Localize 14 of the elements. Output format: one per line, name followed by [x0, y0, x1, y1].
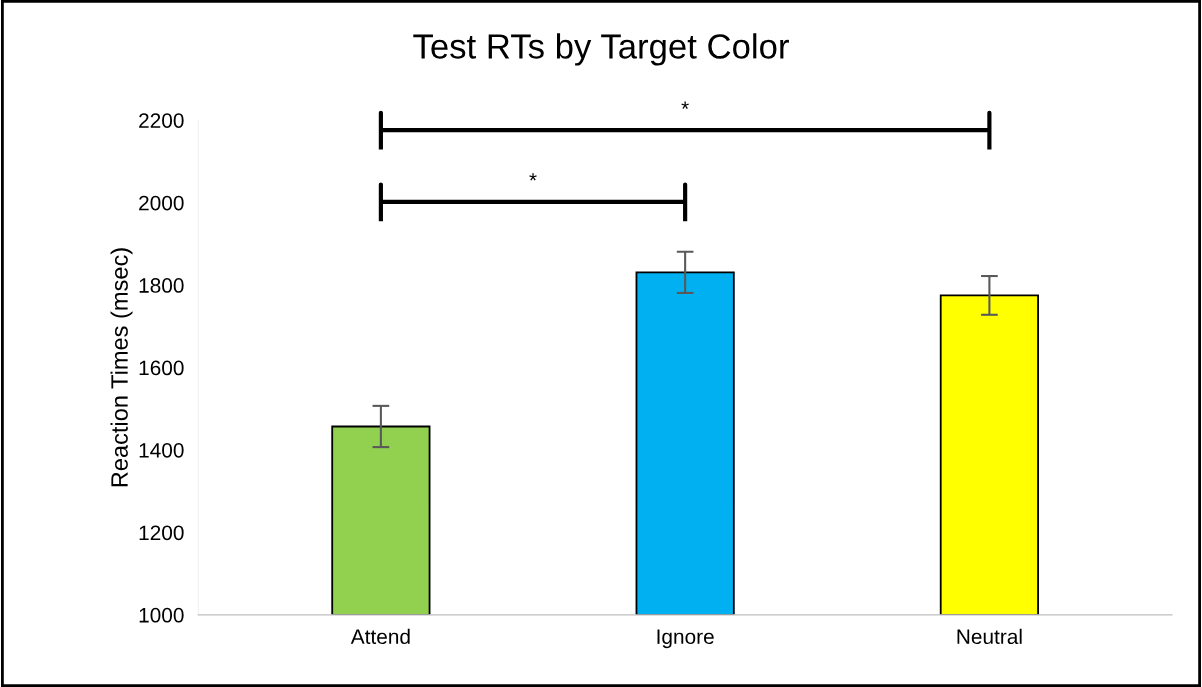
y-tick-label: 2000 [139, 195, 184, 211]
y-tick-label: 1200 [139, 525, 184, 541]
chart-title: Test RTs by Target Color [413, 33, 789, 66]
y-tick-label: 1600 [139, 360, 184, 376]
y-tick-label: 1000 [139, 607, 184, 623]
annotation: * [529, 173, 537, 181]
x-tick-label: Ignore [657, 629, 714, 649]
x-tick-label: Attend [350, 628, 410, 645]
y-tick-label: 1800 [139, 278, 184, 293]
text: * [681, 101, 689, 109]
x-tick-label: Neutral [957, 628, 1022, 645]
y-tick-label: 1400 [139, 442, 184, 458]
y-axis-title: Reaction Times (msec) [110, 248, 133, 487]
y-tick-label: 2200 [139, 113, 184, 128]
